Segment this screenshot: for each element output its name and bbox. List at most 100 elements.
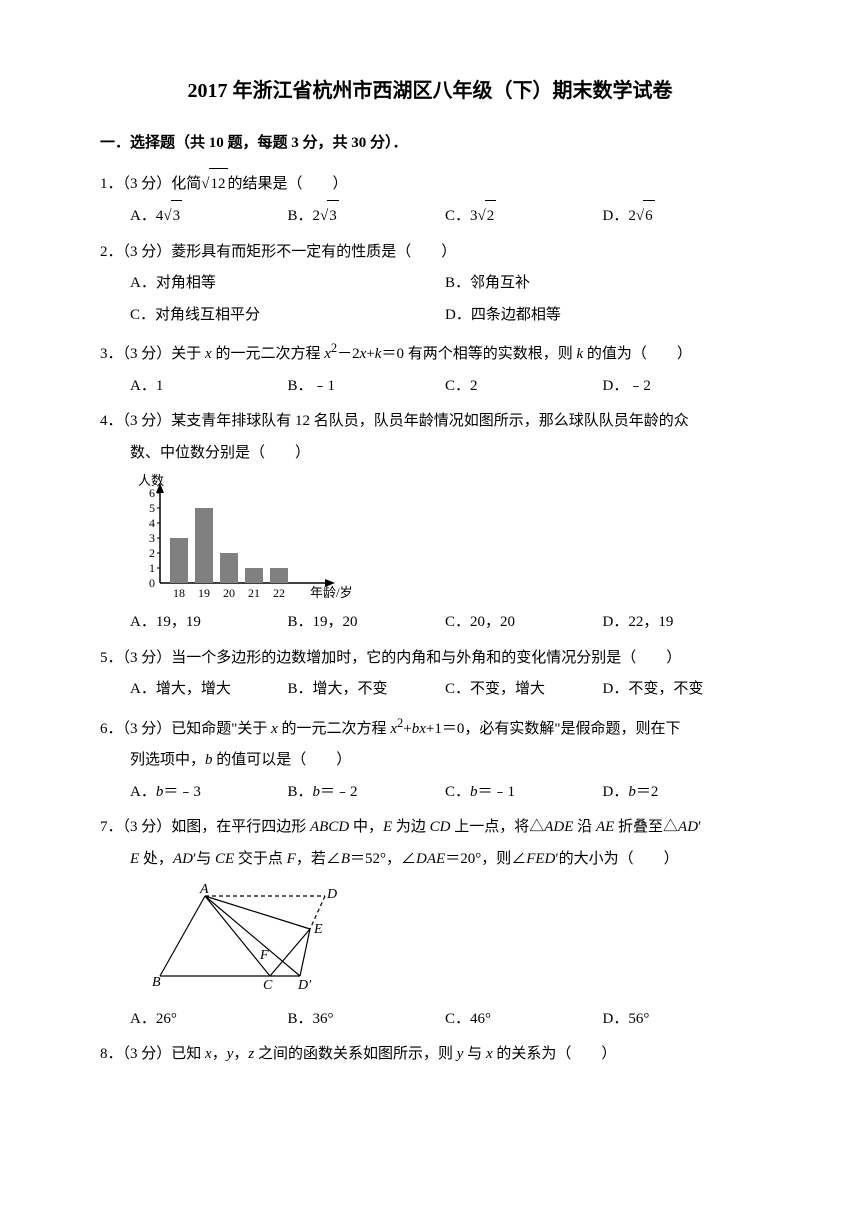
q7-t2m3: 交于点 [234, 851, 287, 867]
q7-t2m2: ′与 [193, 851, 215, 867]
q6c-post: ＝﹣1 [478, 784, 516, 800]
q1-opt-b: B．23 [288, 200, 446, 233]
q6-mid: 的一元二次方程 [278, 721, 391, 737]
q6b-post: ＝﹣2 [320, 784, 358, 800]
q7-m5: 折叠至△ [614, 819, 678, 835]
svg-text:0: 0 [149, 576, 155, 590]
q6-opt-d: D．b＝2 [603, 777, 761, 809]
q6-opt-c: C．b＝﹣1 [445, 777, 603, 809]
q3-post: 的值为（ ） [583, 346, 692, 362]
q2-options-row2: C．对角线互相平分 D．四条边都相等 [100, 300, 760, 332]
q5-opt-d: D．不变，不变 [603, 674, 761, 706]
svg-text:1: 1 [149, 561, 155, 575]
question-8: 8．（3 分）已知 x，y，z 之间的函数关系如图所示，则 y 与 x 的关系为… [100, 1039, 760, 1071]
page-title: 2017 年浙江省杭州市西湖区八年级（下）期末数学试卷 [100, 70, 760, 112]
q7-t2m5: ＝52°，∠ [350, 851, 416, 867]
q3-m3: + [366, 346, 374, 362]
svg-text:22: 22 [273, 586, 285, 600]
q1-opt-c: C．32 [445, 200, 603, 233]
q2-text: 2．（3 分）菱形具有而矩形不一定有的性质是（ ） [100, 237, 760, 269]
q7-text2: E 处，AD′与 CE 交于点 F，若∠B＝52°，∠DAE＝20°，则∠FED… [100, 844, 760, 876]
svg-text:6: 6 [149, 486, 155, 500]
q3-opt-c: C．2 [445, 371, 603, 403]
svg-text:2: 2 [149, 546, 155, 560]
svg-text:21: 21 [248, 586, 260, 600]
question-4: 4．（3 分）某支青年排球队有 12 名队员，队员年龄情况如图所示，那么球队队员… [100, 406, 760, 639]
svg-text:A: A [199, 882, 209, 897]
q5-opt-b: B．增大，不变 [288, 674, 446, 706]
q7-opt-a: A．26° [130, 1004, 288, 1036]
q5-text: 5．（3 分）当一个多边形的边数增加时，它的内角和与外角和的变化情况分别是（ ） [100, 643, 760, 675]
q3-m1: 的一元二次方程 [212, 346, 325, 362]
q7-text1: 7．（3 分）如图，在平行四边形 ABCD 中，E 为边 CD 上一点，将△AD… [100, 812, 760, 844]
q4-opt-a: A．19，19 [130, 607, 288, 639]
question-7: 7．（3 分）如图，在平行四边形 ABCD 中，E 为边 CD 上一点，将△AD… [100, 812, 760, 1035]
q8-pre: 8．（3 分）已知 [100, 1046, 205, 1062]
q3-options: A．1 B．﹣1 C．2 D．﹣2 [100, 371, 760, 403]
q3-text: 3．（3 分）关于 x 的一元二次方程 x2－2x+k＝0 有两个相等的实数根，… [100, 335, 760, 371]
q6a-post: ＝﹣3 [163, 784, 201, 800]
q7-opt-d: D．56° [603, 1004, 761, 1036]
q4-options: A．19，19 B．19，20 C．20，20 D．22，19 [100, 607, 760, 639]
svg-text:C: C [263, 978, 273, 991]
q4-chart: 人数 0 1 2 3 4 5 6 [100, 473, 760, 603]
question-1: 1．（3 分）化简12的结果是（ ） A．43 B．23 C．32 D．26 [100, 168, 760, 233]
q2-opt-b: B．邻角互补 [445, 268, 760, 300]
q2-options-row1: A．对角相等 B．邻角互补 [100, 268, 760, 300]
q1-options: A．43 B．23 C．32 D．26 [100, 200, 760, 233]
svg-text:19: 19 [198, 586, 210, 600]
q7-m3: 上一点，将△ [450, 819, 544, 835]
q6-pre: 6．（3 分）已知命题"关于 [100, 721, 271, 737]
q6-text1: 6．（3 分）已知命题"关于 x 的一元二次方程 x2+bx+1＝0，必有实数解… [100, 710, 760, 746]
svg-text:5: 5 [149, 501, 155, 515]
q4-text2: 数、中位数分别是（ ） [100, 438, 760, 470]
q1-text: 1．（3 分）化简12的结果是（ ） [100, 168, 760, 201]
q3-m4: ＝0 有两个相等的实数根，则 [381, 346, 576, 362]
q7-t2m1: 处， [139, 851, 173, 867]
q8-m1: ， [212, 1046, 227, 1062]
q6-post: +1＝0，必有实数解"是假命题，则在下 [426, 721, 681, 737]
svg-text:4: 4 [149, 516, 155, 530]
svg-text:B: B [152, 975, 161, 990]
q3-pre: 3．（3 分）关于 [100, 346, 205, 362]
q7-m1: 中， [349, 819, 383, 835]
q7-pre: 7．（3 分）如图，在平行四边形 [100, 819, 310, 835]
chart-xlabel: 年龄/岁 [310, 585, 353, 600]
svg-text:F: F [259, 948, 269, 963]
q7-t2m4: ，若∠ [296, 851, 341, 867]
q5-options: A．增大，增大 B．增大，不变 C．不变，增大 D．不变，不变 [100, 674, 760, 706]
q4-opt-c: C．20，20 [445, 607, 603, 639]
q6a-pre: A． [130, 784, 156, 800]
q7-opt-c: C．46° [445, 1004, 603, 1036]
chart-bar-20 [220, 553, 238, 583]
section-header: 一．选择题（共 10 题，每题 3 分，共 30 分）． [100, 128, 760, 160]
q3-m2: －2 [337, 346, 360, 362]
q6c-pre: C． [445, 784, 470, 800]
q8-m3: 之间的函数关系如图所示，则 [254, 1046, 457, 1062]
question-5: 5．（3 分）当一个多边形的边数增加时，它的内角和与外角和的变化情况分别是（ ）… [100, 643, 760, 706]
q2-opt-a: A．对角相等 [130, 268, 445, 300]
q1-opt-a: A．43 [130, 200, 288, 233]
svg-text:E: E [313, 922, 323, 937]
q6-t2post: 的值可以是（ ） [213, 752, 352, 768]
q6-options: A．b＝﹣3 B．b＝﹣2 C．b＝﹣1 D．b＝2 [100, 777, 760, 809]
q5-opt-c: C．不变，增大 [445, 674, 603, 706]
q4-opt-d: D．22，19 [603, 607, 761, 639]
chart-bar-19 [195, 508, 213, 583]
q6-text2: 列选项中，b 的值可以是（ ） [100, 745, 760, 777]
q4-opt-b: B．19，20 [288, 607, 446, 639]
q6d-post: ＝2 [636, 784, 659, 800]
q7-opt-b: B．36° [288, 1004, 446, 1036]
q6-opt-a: A．b＝﹣3 [130, 777, 288, 809]
q7-figure: A D E F B C D′ [100, 881, 760, 1004]
q6d-pre: D． [603, 784, 629, 800]
q2-opt-c: C．对角线互相平分 [130, 300, 445, 332]
q6-t2pre: 列选项中， [130, 752, 205, 768]
q8-text: 8．（3 分）已知 x，y，z 之间的函数关系如图所示，则 y 与 x 的关系为… [100, 1039, 760, 1071]
q4-text1: 4．（3 分）某支青年排球队有 12 名队员，队员年龄情况如图所示，那么球队队员… [100, 406, 760, 438]
question-2: 2．（3 分）菱形具有而矩形不一定有的性质是（ ） A．对角相等 B．邻角互补 … [100, 237, 760, 332]
q8-m2: ， [233, 1046, 248, 1062]
question-3: 3．（3 分）关于 x 的一元二次方程 x2－2x+k＝0 有两个相等的实数根，… [100, 335, 760, 402]
q3-opt-d: D．﹣2 [603, 371, 761, 403]
q6-opt-b: B．b＝﹣2 [288, 777, 446, 809]
